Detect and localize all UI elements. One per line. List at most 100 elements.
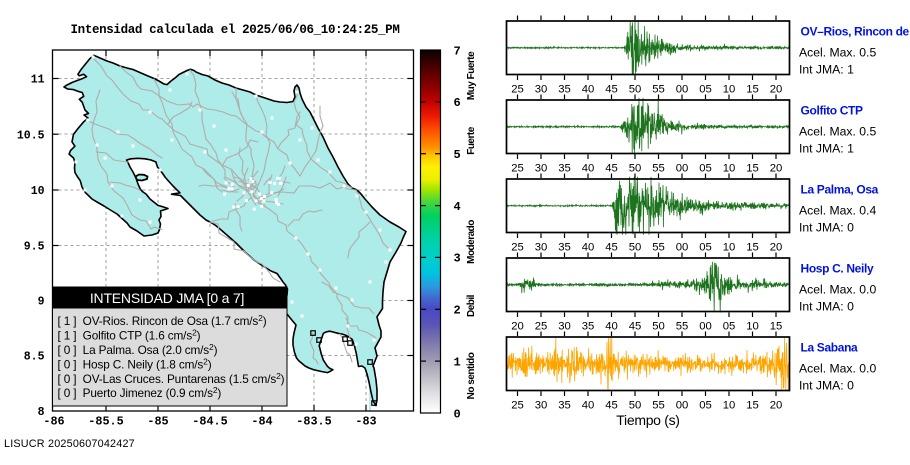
- svg-text:05: 05: [699, 400, 712, 412]
- svg-text:La Palma, Osa: La Palma, Osa: [801, 183, 879, 197]
- svg-text:Muy Fuerte: Muy Fuerte: [466, 51, 477, 100]
- svg-text:No sentido: No sentido: [466, 352, 477, 399]
- svg-text:-84.5: -84.5: [192, 415, 227, 429]
- svg-text:20: 20: [511, 321, 524, 333]
- svg-text:Acel. Max. 0.5: Acel. Max. 0.5: [799, 124, 876, 138]
- svg-text:55: 55: [652, 84, 665, 96]
- svg-text:35: 35: [558, 84, 571, 96]
- svg-text:La Sabana: La Sabana: [801, 341, 859, 355]
- svg-text:-86: -86: [43, 415, 64, 429]
- svg-text:25: 25: [511, 242, 524, 254]
- svg-text:25: 25: [535, 321, 548, 333]
- svg-text:10: 10: [723, 400, 736, 412]
- svg-text:[ 0 ] La Palma. Osa (2.0 cm/s: [ 0 ] La Palma. Osa (2.0 cm/s2): [58, 342, 218, 357]
- svg-text:9: 9: [38, 296, 45, 309]
- svg-text:40: 40: [582, 84, 595, 96]
- svg-text:25: 25: [511, 163, 524, 175]
- svg-text:10: 10: [723, 242, 736, 254]
- svg-text:20: 20: [770, 400, 783, 412]
- svg-text:05: 05: [699, 84, 712, 96]
- svg-text:10: 10: [723, 84, 736, 96]
- svg-text:45: 45: [605, 400, 618, 412]
- svg-text:30: 30: [535, 400, 548, 412]
- svg-text:30: 30: [558, 321, 571, 333]
- svg-text:10: 10: [31, 185, 45, 198]
- svg-text:15: 15: [746, 400, 759, 412]
- svg-text:Int JMA: 1: Int JMA: 1: [799, 62, 854, 76]
- svg-text:[ 0 ] Puerto Jimenez (0.9 cm/: [ 0 ] Puerto Jimenez (0.9 cm/s2): [58, 385, 222, 400]
- svg-text:15: 15: [746, 242, 759, 254]
- svg-text:05: 05: [699, 242, 712, 254]
- svg-text:2: 2: [454, 304, 461, 318]
- svg-text:11: 11: [31, 74, 45, 87]
- svg-text:OV–Rios, Rincon de Os: OV–Rios, Rincon de Os: [801, 25, 910, 39]
- svg-text:0: 0: [454, 407, 461, 421]
- svg-text:25: 25: [511, 400, 524, 412]
- svg-text:Golfito CTP: Golfito CTP: [801, 104, 863, 118]
- svg-text:30: 30: [535, 84, 548, 96]
- svg-text:00: 00: [676, 400, 689, 412]
- svg-text:45: 45: [605, 242, 618, 254]
- svg-text:Acel. Max. 0.0: Acel. Max. 0.0: [799, 361, 876, 375]
- svg-text:05: 05: [723, 321, 736, 333]
- svg-text:20: 20: [770, 163, 783, 175]
- svg-text:8.5: 8.5: [24, 351, 45, 364]
- svg-text:40: 40: [605, 321, 618, 333]
- svg-text:[ 0 ] Hosp C. Neily (1.8 cm/s: [ 0 ] Hosp C. Neily (1.8 cm/s2): [58, 356, 212, 371]
- svg-text:00: 00: [699, 321, 712, 333]
- svg-text:15: 15: [746, 163, 759, 175]
- svg-text:15: 15: [746, 84, 759, 96]
- svg-text:55: 55: [676, 321, 689, 333]
- svg-text:30: 30: [535, 163, 548, 175]
- svg-text:50: 50: [629, 242, 642, 254]
- svg-text:6: 6: [454, 96, 461, 110]
- svg-text:00: 00: [676, 242, 689, 254]
- svg-text:45: 45: [605, 163, 618, 175]
- svg-text:Int JMA: 1: Int JMA: 1: [799, 141, 854, 155]
- svg-text:3: 3: [454, 252, 461, 266]
- svg-text:Int JMA: 0: Int JMA: 0: [799, 220, 854, 234]
- svg-text:40: 40: [582, 242, 595, 254]
- svg-text:15: 15: [770, 321, 783, 333]
- svg-text:50: 50: [629, 400, 642, 412]
- svg-text:Hosp C. Neily: Hosp C. Neily: [801, 262, 874, 276]
- svg-text:50: 50: [629, 84, 642, 96]
- svg-text:9.5: 9.5: [24, 241, 45, 254]
- svg-text:Moderado: Moderado: [466, 220, 477, 264]
- svg-text:[ 1 ] OV-Rios. Rincon de Osa: [ 1 ] OV-Rios. Rincon de Osa (1.7 cm/s2): [58, 313, 267, 328]
- svg-text:4: 4: [454, 200, 461, 214]
- svg-text:45: 45: [629, 321, 642, 333]
- svg-text:-85.5: -85.5: [88, 415, 123, 429]
- svg-text:[ 0 ] OV-Las Cruces. Puntaren: [ 0 ] OV-Las Cruces. Puntarenas (1.5 cm/…: [58, 371, 285, 386]
- svg-text:20: 20: [770, 84, 783, 96]
- svg-text:20: 20: [770, 242, 783, 254]
- svg-text:50: 50: [629, 163, 642, 175]
- svg-text:[ 1 ] Golfito CTP (1.6 cm/s2): [ 1 ] Golfito CTP (1.6 cm/s2): [58, 328, 201, 343]
- svg-text:35: 35: [558, 242, 571, 254]
- svg-text:40: 40: [582, 400, 595, 412]
- svg-text:-84: -84: [251, 415, 272, 429]
- svg-text:LISUCR 20250607042427: LISUCR 20250607042427: [4, 438, 135, 450]
- svg-text:55: 55: [652, 242, 665, 254]
- svg-text:50: 50: [652, 321, 665, 333]
- svg-text:35: 35: [558, 400, 571, 412]
- svg-text:Int JMA: 0: Int JMA: 0: [799, 378, 854, 392]
- svg-text:-83: -83: [355, 415, 376, 429]
- svg-text:-83.5: -83.5: [296, 415, 331, 429]
- svg-text:-85: -85: [147, 415, 168, 429]
- svg-text:Int JMA: 0: Int JMA: 0: [799, 299, 854, 313]
- svg-text:Acel. Max. 0.4: Acel. Max. 0.4: [799, 203, 876, 217]
- svg-text:Tiempo (s): Tiempo (s): [616, 412, 679, 428]
- svg-text:5: 5: [454, 148, 461, 162]
- svg-text:55: 55: [652, 163, 665, 175]
- svg-text:Acel. Max. 0.0: Acel. Max. 0.0: [799, 282, 876, 296]
- svg-text:25: 25: [511, 84, 524, 96]
- svg-text:00: 00: [676, 84, 689, 96]
- svg-text:05: 05: [699, 163, 712, 175]
- svg-text:00: 00: [676, 163, 689, 175]
- svg-text:Intensidad calculada el 2025/0: Intensidad calculada el 2025/06/06_10:24…: [71, 23, 400, 37]
- svg-text:10.5: 10.5: [17, 129, 45, 142]
- svg-text:Fuerte: Fuerte: [466, 126, 477, 155]
- svg-text:55: 55: [652, 400, 665, 412]
- svg-text:Debil: Debil: [466, 294, 477, 317]
